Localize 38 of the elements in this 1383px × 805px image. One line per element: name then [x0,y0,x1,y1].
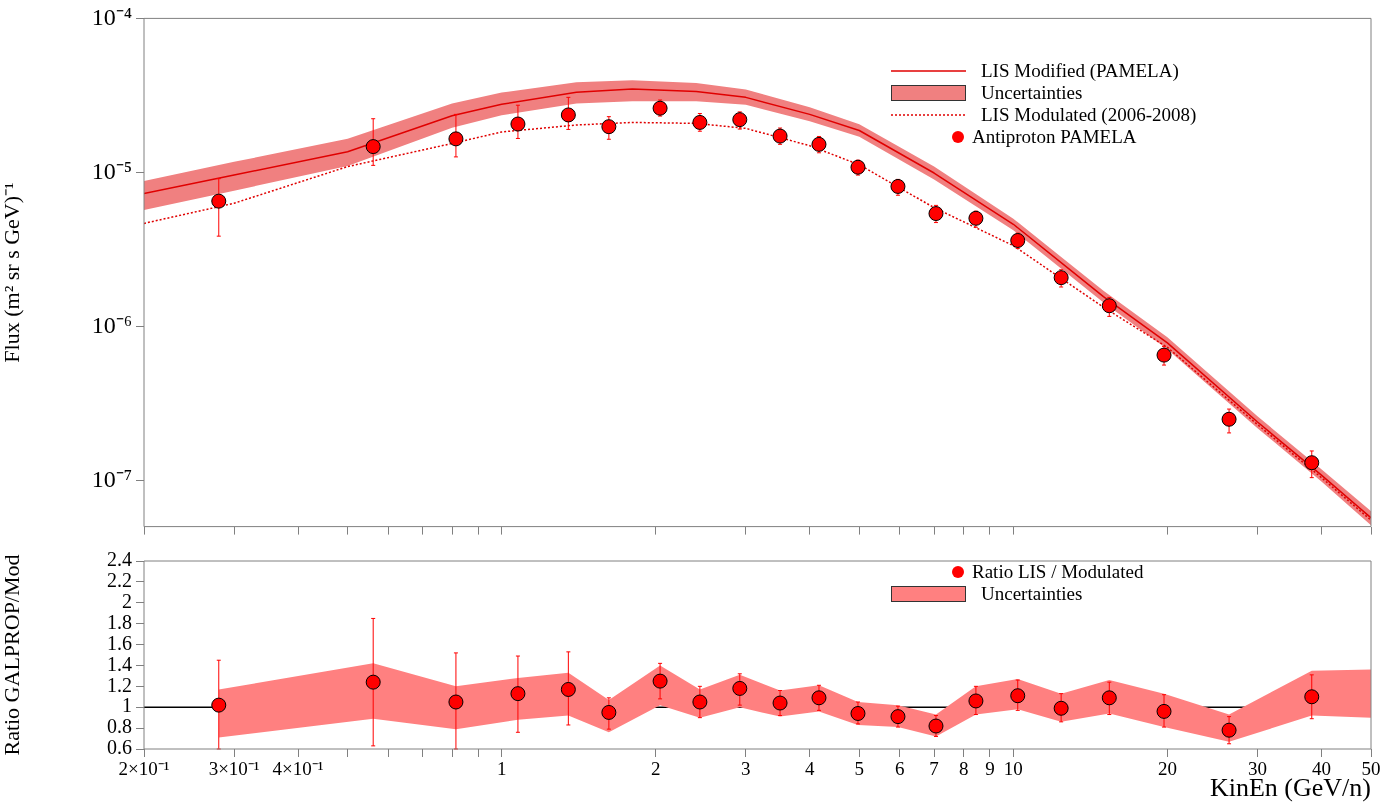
annotation: Uncertainties [981,583,1083,606]
y-tick-label: 1 [122,694,132,717]
x-tick-label: 20 [1157,758,1177,780]
y-tick-label: 1.2 [107,673,132,696]
y-axis-title: Ratio GALPROP/Mod [0,554,24,756]
x-tick-label: 40 [1311,758,1331,780]
annotation: Uncertainties [981,82,1083,105]
x-tick-label: 2 [650,758,661,780]
x-tick-label: 3 [741,758,751,780]
legend-label: LIS Modified (PAMELA) [981,60,1179,83]
y-tick-label: 2.4 [107,548,132,571]
y-tick-label: 10⁻⁴ [91,3,132,30]
x-tick-label: 10 [1003,758,1023,780]
x-tick-label: 2×10⁻¹ [118,758,170,780]
y-tick-label: 0.8 [107,715,132,738]
x-tick-label: 8 [959,758,969,780]
legend-label: LIS Modulated (2006-2008) [981,104,1197,127]
y-tick-label: 10⁻⁶ [91,311,132,338]
y-tick-label: 1.6 [107,631,132,654]
legend-label: Ratio LIS / Modulated [972,561,1144,584]
y-tick-label: 2.2 [107,569,132,592]
y-tick-label: 1.4 [107,652,132,675]
y-tick-label: 0.6 [107,736,132,759]
x-tick-label: 5 [854,758,865,780]
y-tick-label: 10⁻⁵ [91,157,132,184]
y-tick-label: 2 [122,590,132,613]
y-axis-title: Flux (m² sr s GeV)⁻¹ [0,182,24,363]
x-tick-label: 30 [1247,758,1267,780]
y-tick-label: 10⁻⁷ [91,465,132,492]
x-tick-label: 6 [895,758,905,780]
x-tick-label: 7 [929,758,939,780]
x-tick-label: 3×10⁻¹ [208,758,260,780]
x-tick-label: 1 [496,758,507,780]
x-tick-label: 9 [985,758,995,780]
x-tick-label: 4×10⁻¹ [272,758,324,780]
y-tick-label: 1.8 [107,610,132,633]
x-tick-label: 4 [804,758,815,780]
legend-label: Antiproton PAMELA [972,126,1137,149]
